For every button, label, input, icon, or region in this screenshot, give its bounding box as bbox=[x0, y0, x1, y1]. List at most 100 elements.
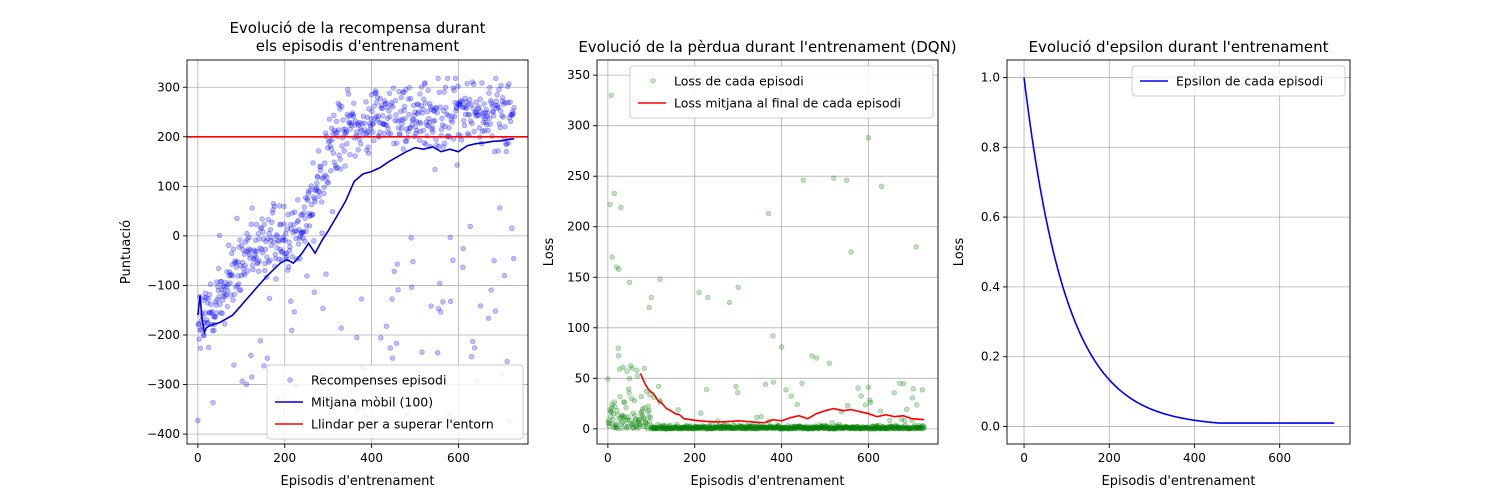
reward-point bbox=[442, 123, 448, 130]
loss-point bbox=[866, 425, 872, 432]
reward-point bbox=[410, 259, 416, 265]
y-axis-label: Loss bbox=[952, 238, 967, 267]
loss-point bbox=[867, 425, 873, 432]
loss-point bbox=[611, 190, 618, 197]
reward-point bbox=[352, 153, 358, 159]
reward-point bbox=[288, 327, 295, 334]
loss-point bbox=[817, 424, 823, 430]
loss-point bbox=[871, 425, 877, 431]
reward-point bbox=[302, 238, 308, 244]
loss-point bbox=[624, 416, 631, 423]
reward-point bbox=[374, 94, 380, 101]
reward-point bbox=[205, 319, 211, 326]
loss-point bbox=[714, 423, 721, 430]
loss-point bbox=[757, 425, 764, 432]
y-tick-label: 0.0 bbox=[981, 420, 1000, 434]
reward-point bbox=[253, 221, 260, 228]
loss-point bbox=[738, 423, 745, 430]
loss-point bbox=[843, 425, 849, 431]
reward-point bbox=[231, 291, 238, 298]
reward-point bbox=[205, 296, 211, 302]
loss-point bbox=[730, 425, 736, 431]
loss-point bbox=[669, 425, 675, 431]
loss-point bbox=[606, 420, 613, 426]
loss-point bbox=[723, 424, 729, 431]
reward-point bbox=[474, 112, 481, 118]
reward-point bbox=[458, 97, 464, 104]
loss-point bbox=[877, 408, 884, 414]
loss-point bbox=[794, 401, 800, 408]
loss-point bbox=[919, 387, 926, 393]
loss-point bbox=[796, 423, 803, 429]
loss-point bbox=[687, 424, 693, 430]
loss-point bbox=[687, 423, 694, 429]
reward-point bbox=[281, 203, 287, 210]
loss-point bbox=[607, 201, 613, 208]
reward-point bbox=[333, 165, 339, 171]
loss-point bbox=[698, 424, 705, 430]
loss-point bbox=[650, 425, 656, 431]
reward-point bbox=[421, 81, 428, 87]
reward-point bbox=[340, 117, 346, 123]
reward-point bbox=[328, 125, 335, 132]
loss-point bbox=[905, 424, 911, 431]
legend-box bbox=[266, 364, 524, 440]
reward-point bbox=[252, 237, 259, 243]
reward-point bbox=[259, 216, 265, 222]
reward-point bbox=[216, 232, 223, 239]
reward-point bbox=[235, 273, 241, 279]
reward-point bbox=[500, 101, 507, 107]
loss-point bbox=[745, 423, 751, 429]
reward-point bbox=[425, 87, 431, 93]
loss-point bbox=[906, 425, 912, 431]
y-tick-label: 150 bbox=[567, 270, 590, 284]
loss-point bbox=[691, 424, 698, 430]
reward-point bbox=[488, 287, 494, 293]
loss-point bbox=[711, 424, 717, 430]
loss-point bbox=[891, 390, 897, 396]
reward-point bbox=[374, 99, 380, 106]
loss-point bbox=[669, 425, 675, 432]
reward-point bbox=[331, 127, 338, 133]
loss-point bbox=[779, 426, 786, 432]
reward-point bbox=[487, 97, 494, 104]
loss-point bbox=[835, 424, 842, 431]
loss-point bbox=[857, 426, 864, 432]
reward-point bbox=[380, 121, 387, 128]
reward-point bbox=[265, 236, 271, 242]
reward-point bbox=[491, 148, 498, 155]
loss-point bbox=[728, 424, 734, 431]
loss-point bbox=[824, 424, 831, 430]
loss-point bbox=[619, 419, 625, 425]
loss-point bbox=[814, 424, 820, 430]
reward-point bbox=[268, 242, 274, 249]
loss-point bbox=[732, 425, 739, 431]
loss-point bbox=[806, 424, 812, 430]
loss-point bbox=[713, 424, 720, 430]
loss-point bbox=[892, 425, 899, 432]
reward-point bbox=[220, 283, 226, 290]
loss-point bbox=[671, 425, 677, 432]
reward-point bbox=[414, 110, 421, 117]
loss-point bbox=[918, 423, 925, 429]
reward-point bbox=[316, 193, 322, 200]
reward-point bbox=[237, 263, 244, 269]
reward-point bbox=[335, 100, 341, 107]
loss-point bbox=[621, 399, 627, 405]
legend-label: Mitjana mòbil (100) bbox=[311, 395, 433, 410]
reward-point bbox=[282, 230, 289, 237]
legend-label: Loss de cada episodi bbox=[674, 74, 804, 89]
loss-point bbox=[705, 294, 711, 301]
loss-point bbox=[795, 425, 802, 431]
loss-point bbox=[853, 425, 859, 432]
loss-point bbox=[856, 426, 862, 432]
loss-point bbox=[817, 425, 823, 431]
reward-point bbox=[250, 266, 256, 273]
loss-point bbox=[910, 386, 916, 392]
reward-point bbox=[497, 108, 504, 114]
loss-point bbox=[782, 425, 789, 431]
reward-point bbox=[501, 272, 508, 279]
loss-point bbox=[844, 177, 850, 183]
loss-point bbox=[859, 425, 865, 431]
x-tick-label: 600 bbox=[1268, 451, 1291, 465]
